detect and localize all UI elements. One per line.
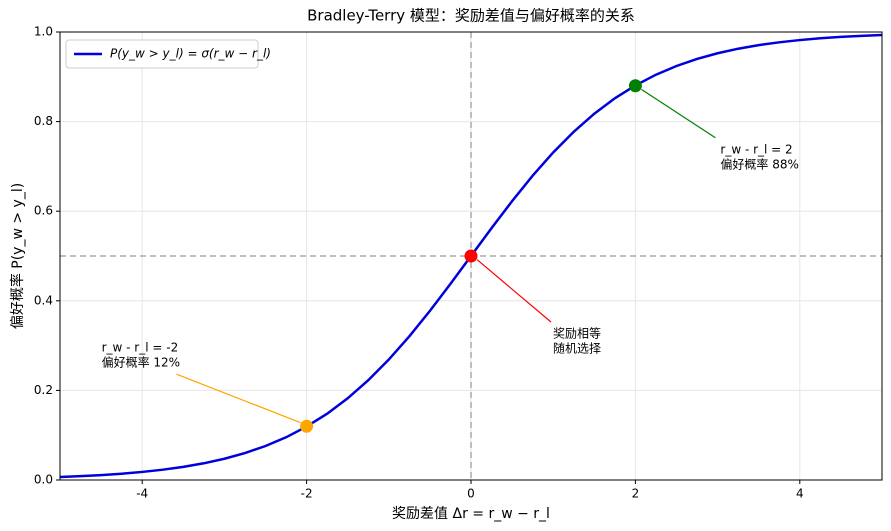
point xyxy=(464,249,478,263)
chart-title: Bradley-Terry 模型：奖励差值与偏好概率的关系 xyxy=(307,7,635,25)
y-axis-label: 偏好概率 P(y_w > y_l) xyxy=(9,183,26,329)
annotation-text: 随机选择 xyxy=(553,341,601,356)
annotation-text: 偏好概率 88% xyxy=(720,156,799,171)
plot-frame xyxy=(59,31,883,481)
annotation-arrow xyxy=(641,88,716,139)
x-tick-label: 2 xyxy=(632,487,640,501)
x-tick-label: -4 xyxy=(136,487,148,501)
annotation-text: 偏好概率 12% xyxy=(102,355,181,370)
x-tick-label: -2 xyxy=(301,487,313,501)
legend-label: P(y_w > y_l) = σ(r_w − r_l) xyxy=(110,47,271,61)
legend: P(y_w > y_l) = σ(r_w − r_l) xyxy=(65,39,271,69)
legend-box xyxy=(65,39,259,69)
annotation-text: 奖励相等 xyxy=(553,327,601,341)
x-tick-label: 0 xyxy=(467,487,475,501)
y-tick-label: 0.8 xyxy=(34,114,53,128)
y-tick-label: 0.2 xyxy=(34,383,53,397)
annotation-arrow xyxy=(476,259,552,323)
y-tick-label: 0.0 xyxy=(34,473,53,487)
y-tick-label: 0.6 xyxy=(34,204,53,218)
x-axis-label: 奖励差值 Δr = r_w − r_l xyxy=(392,505,550,522)
annotation-text: r_w - r_l = -2 xyxy=(102,341,179,355)
annotation-text: r_w - r_l = 2 xyxy=(720,142,792,156)
annotation-arrow xyxy=(176,373,301,424)
y-tick-label: 0.4 xyxy=(34,293,53,307)
point xyxy=(628,79,642,93)
y-tick-label: 1.0 xyxy=(34,25,53,39)
x-tick-label: 4 xyxy=(796,487,804,501)
point xyxy=(300,419,314,433)
